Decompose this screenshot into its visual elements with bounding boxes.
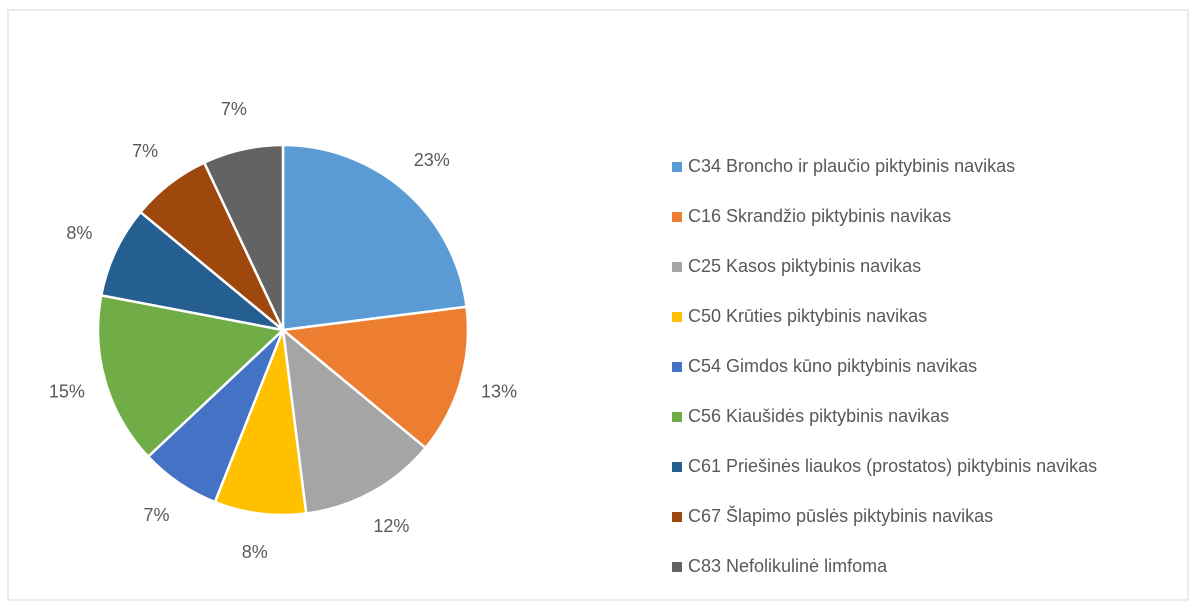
- pie-slice: [213, 329, 308, 517]
- data-label: 7%: [132, 141, 158, 161]
- legend-label: C83 Nefolikulinė limfoma: [688, 556, 888, 576]
- pie-slice: [99, 210, 284, 332]
- legend-swatch: [672, 262, 682, 272]
- legend-swatch: [672, 162, 682, 172]
- data-label: 7%: [144, 505, 170, 525]
- legend-label: C56 Kiaušidės piktybinis navikas: [688, 406, 949, 426]
- pie-slice: [281, 327, 428, 515]
- legend-label: C67 Šlapimo pūslės piktybinis navikas: [688, 505, 993, 526]
- legend-swatch: [672, 362, 682, 372]
- pie-slice: [279, 305, 470, 450]
- legend-label: C16 Skrandžio piktybinis navikas: [688, 206, 951, 226]
- legend-swatch: [672, 312, 682, 322]
- legend-label: C50 Krūties piktybinis navikas: [688, 306, 927, 326]
- data-label: 23%: [414, 150, 450, 170]
- data-label: 8%: [242, 542, 268, 562]
- legend-label: C25 Kasos piktybinis navikas: [688, 256, 921, 276]
- data-label: 12%: [373, 516, 409, 536]
- pie-slice: [281, 143, 468, 332]
- legend-label: C34 Broncho ir plaučio piktybinis navika…: [688, 156, 1015, 176]
- data-label: 8%: [66, 223, 92, 243]
- legend-swatch: [672, 462, 682, 472]
- legend-swatch: [672, 562, 682, 572]
- pie-slice: [202, 143, 285, 331]
- data-label: 7%: [221, 99, 247, 119]
- legend-swatch: [672, 412, 682, 422]
- legend-swatch: [672, 212, 682, 222]
- legend-label: C54 Gimdos kūno piktybinis navikas: [688, 356, 977, 376]
- legend-swatch: [672, 512, 682, 522]
- data-label: 15%: [49, 382, 85, 402]
- legend-label: C61 Priešinės liaukos (prostatos) piktyb…: [688, 456, 1097, 476]
- pie-slice: [96, 293, 286, 459]
- data-label: 13%: [481, 382, 517, 402]
